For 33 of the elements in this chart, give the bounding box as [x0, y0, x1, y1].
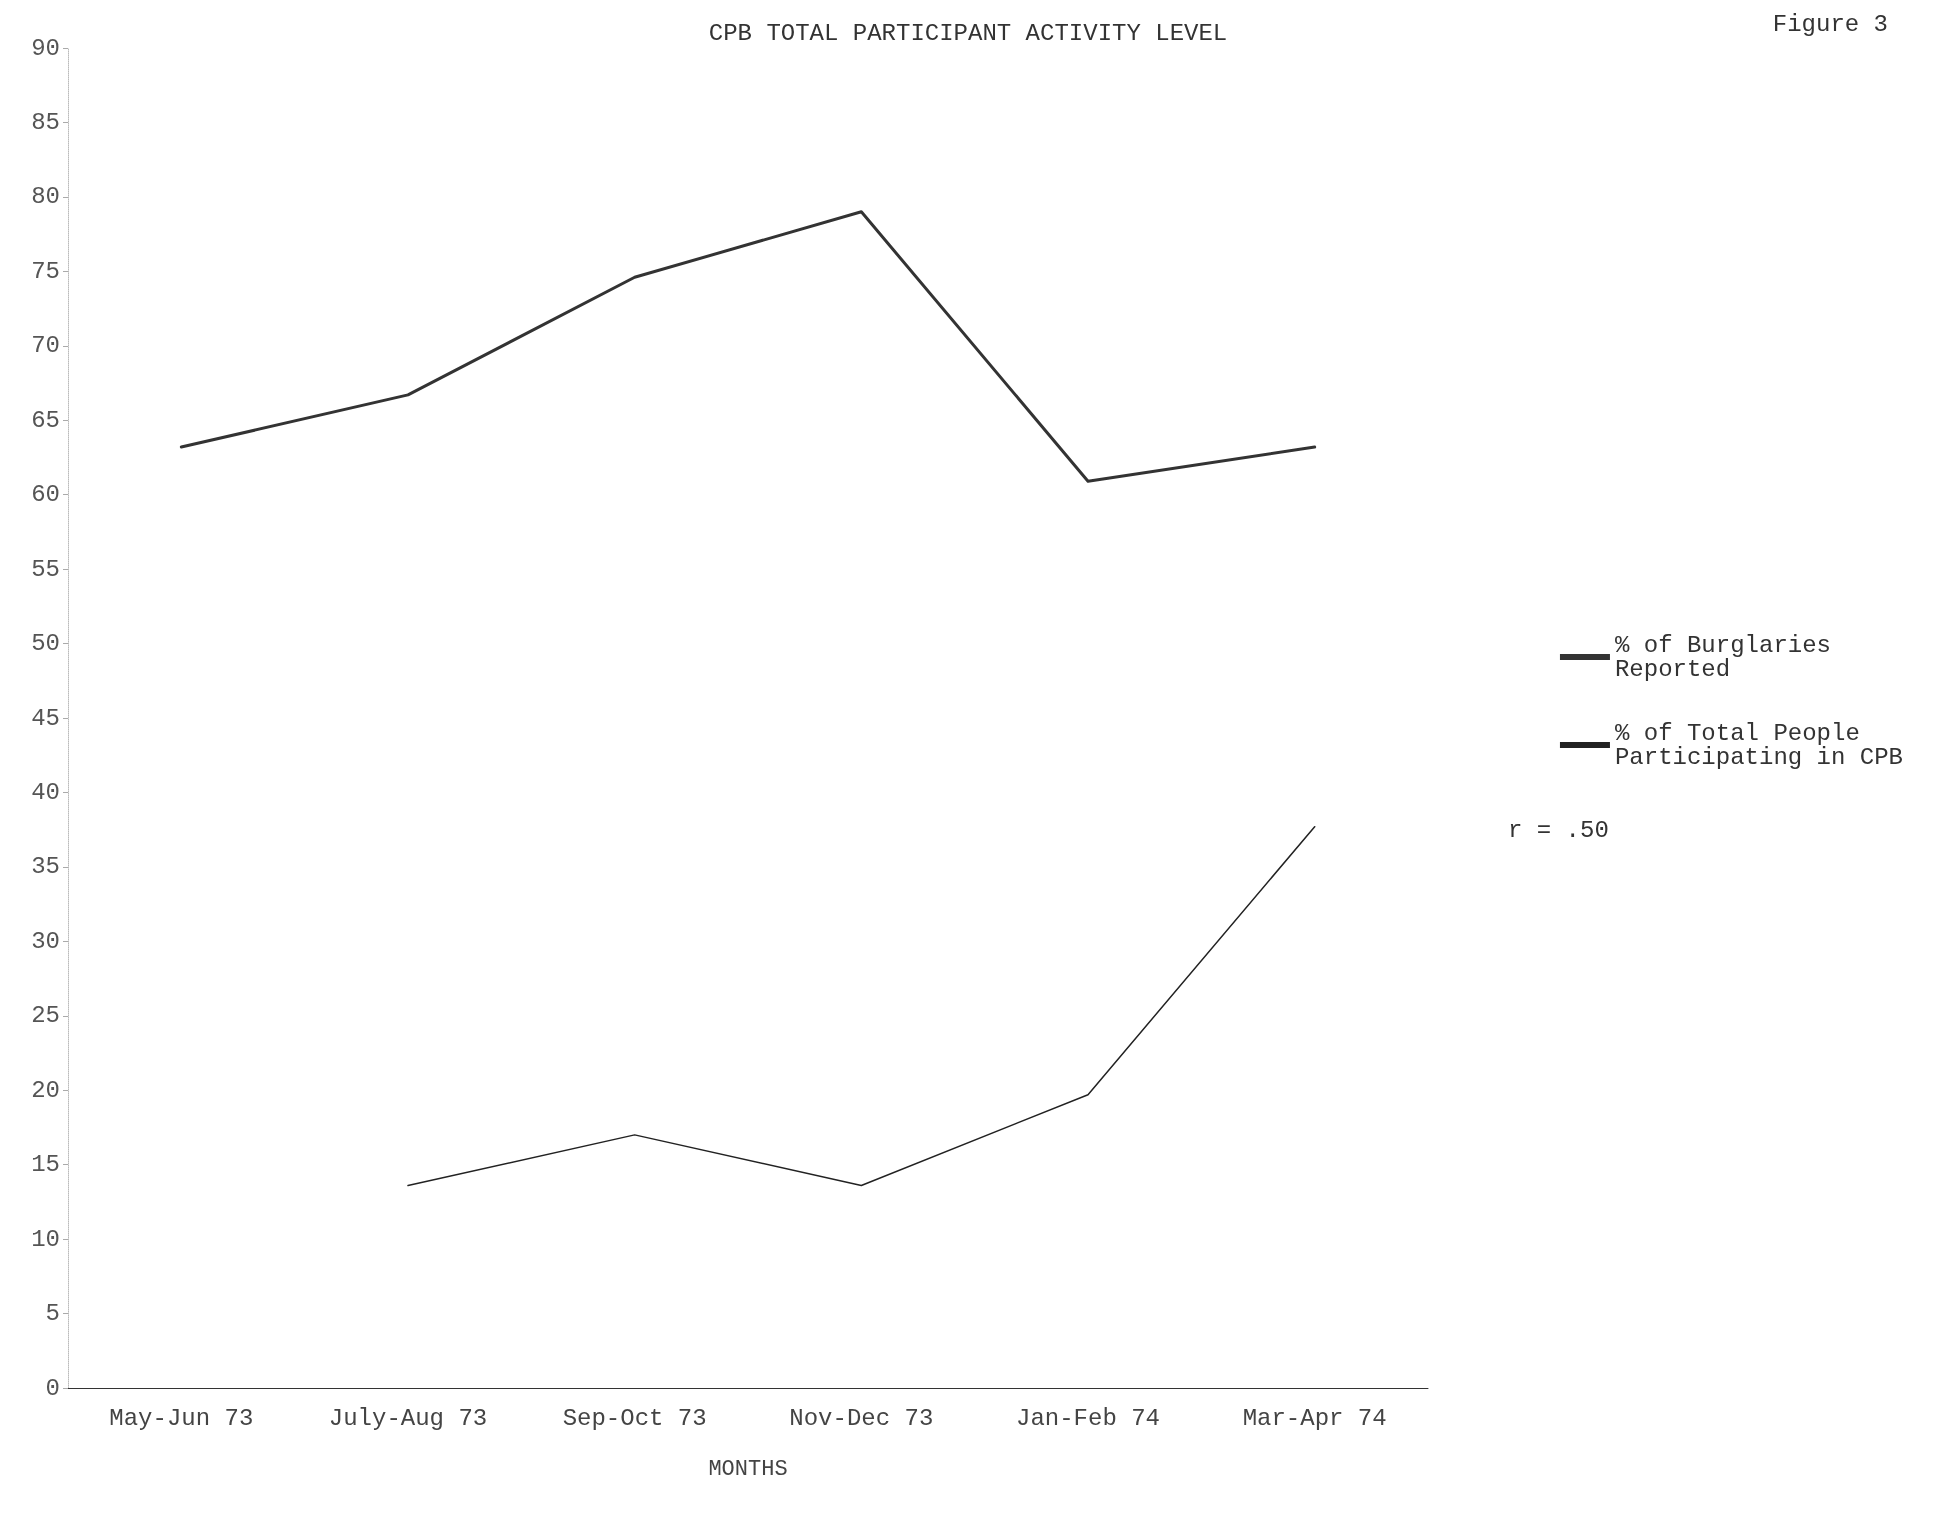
x-tick-label: July-Aug 73 — [328, 1404, 488, 1432]
y-tick-label: 0 — [45, 1374, 60, 1402]
chart-title: CPB TOTAL PARTICIPANT ACTIVITY LEVEL — [708, 19, 1228, 47]
y-tick-label: 75 — [31, 257, 60, 285]
y-tick-label: 30 — [31, 927, 60, 955]
y-tick-label: 40 — [31, 778, 60, 806]
caption: Figure 3 — [1772, 10, 1888, 38]
y-tick-label: 50 — [31, 630, 60, 658]
x-axis-title: MONTHS — [708, 1456, 788, 1482]
y-tick-label: 15 — [31, 1151, 60, 1179]
text: r = .50 — [1508, 816, 1609, 844]
line-series — [179, 210, 1317, 483]
y-tick-label: 5 — [45, 1300, 60, 1328]
y-tick-label: 80 — [31, 183, 60, 211]
x-tick-label: Jan-Feb 74 — [1015, 1404, 1161, 1432]
y-tick-label: 65 — [31, 406, 60, 434]
y-tick-label: 90 — [31, 34, 60, 62]
x-tick-label: Nov-Dec 73 — [789, 1404, 934, 1432]
y-tick-label: 70 — [31, 332, 60, 360]
x-tick-label: May-Jun 73 — [109, 1404, 254, 1432]
y-tick-label: 25 — [31, 1002, 60, 1030]
line-series — [407, 825, 1316, 1187]
y-tick-label: 35 — [31, 853, 60, 881]
y-tick-label: 20 — [31, 1076, 60, 1104]
y-tick-label: 10 — [31, 1225, 60, 1253]
y-tick-label: 60 — [31, 481, 60, 509]
x-tick-label: Sep-Oct 73 — [562, 1404, 707, 1432]
x-tick-label: Mar-Apr 74 — [1242, 1404, 1387, 1432]
y-tick-label: 55 — [31, 555, 60, 583]
legend-label: % of Burglaries Reported — [1614, 631, 1846, 683]
y-tick-label: 85 — [31, 108, 60, 136]
legend-label: % of Total People Participating in CPB — [1614, 719, 1903, 771]
y-tick-label: 45 — [31, 704, 60, 732]
